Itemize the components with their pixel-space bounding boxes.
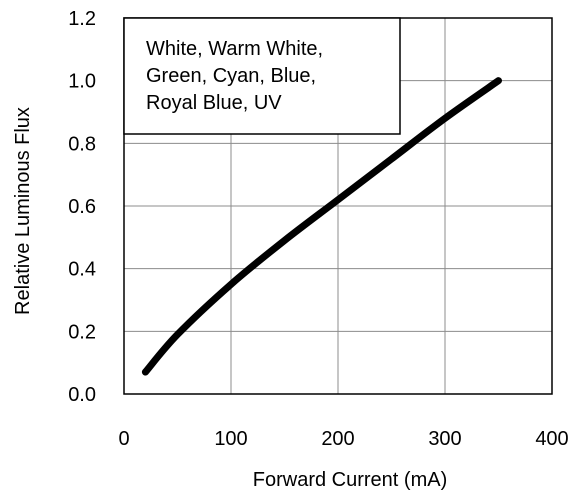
y-axis-ticks: 0.0 0.2 0.4 0.6 0.8 1.0 1.2	[68, 8, 96, 406]
x-tick-label: 0	[118, 428, 129, 450]
y-axis-title: Relative Luminous Flux	[12, 107, 34, 315]
series-layer	[141, 77, 502, 376]
y-tick-label: 0.2	[68, 321, 96, 343]
y-tick-label: 1.0	[68, 71, 96, 93]
x-tick-label: 100	[214, 428, 247, 450]
y-tick-label: 0.0	[68, 384, 96, 406]
y-tick-label: 0.4	[68, 259, 96, 281]
x-tick-label: 200	[321, 428, 354, 450]
legend-line: Green, Cyan, Blue,	[146, 65, 316, 87]
x-tick-label: 400	[535, 428, 568, 450]
legend: White, Warm White, Green, Cyan, Blue, Roya…	[123, 17, 401, 135]
legend-box	[123, 17, 401, 135]
legend-line: White, Warm White,	[146, 38, 323, 60]
legend-line: Royal Blue, UV	[146, 92, 282, 114]
series-line	[141, 77, 502, 376]
y-tick-label: 0.8	[68, 133, 96, 155]
x-axis-ticks: 0 100 200 300 400	[118, 428, 568, 450]
x-tick-label: 300	[428, 428, 461, 450]
y-tick-label: 1.2	[68, 8, 96, 30]
y-tick-label: 0.6	[68, 196, 96, 218]
x-axis-title: Forward Current (mA)	[253, 469, 447, 491]
